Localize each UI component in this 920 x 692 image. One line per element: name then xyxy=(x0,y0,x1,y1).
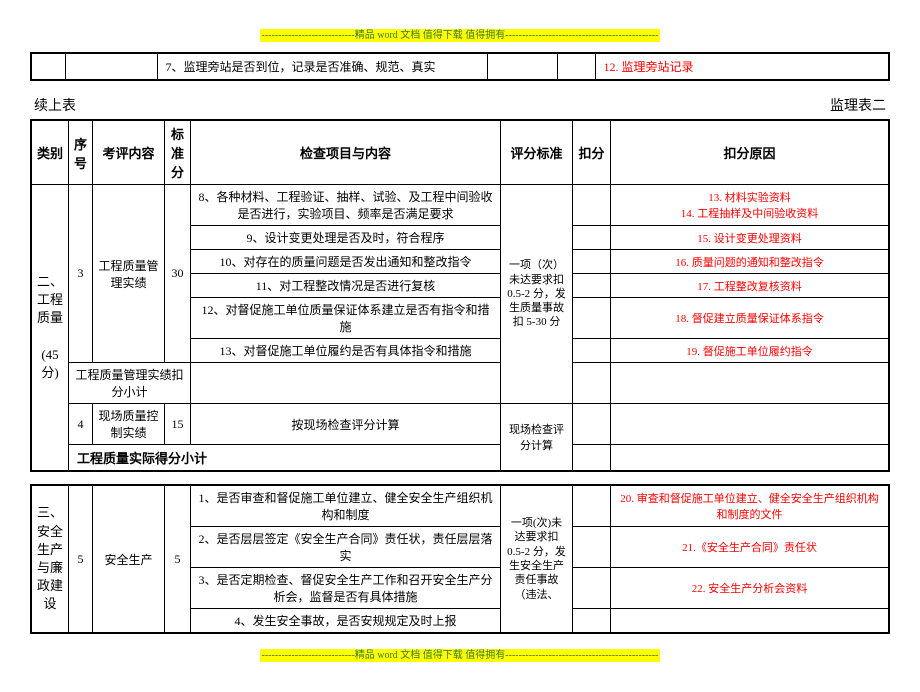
reason-9: 15. 设计变更处理资料 xyxy=(611,226,889,250)
kf-12 xyxy=(573,298,611,339)
subtotal-qm-kf xyxy=(573,363,611,404)
hdr-kf: 扣分 xyxy=(573,120,611,185)
hdr-reason: 扣分原因 xyxy=(611,120,889,185)
main-table-quality: 类别 序号 考评内容 标准分 检查项目与内容 评分标准 扣分 扣分原因 二、工程… xyxy=(30,119,890,472)
continue-label: 续上表 xyxy=(34,95,76,115)
top-continuation-table: 7、监理旁站是否到位，记录是否准确、规范、真实 12. 监理旁站记录 xyxy=(30,52,890,81)
item-site-check: 按现场检查评分计算 xyxy=(191,404,501,445)
top-cell-1 xyxy=(31,53,65,80)
top-cell-item: 7、监理旁站是否到位，记录是否准确、规范、真实 xyxy=(157,53,487,80)
header-banner: ----------------------------精品 word 文档 值… xyxy=(30,26,890,42)
sheet-label: 监理表二 xyxy=(830,95,886,115)
hdr-pf: 评分标准 xyxy=(501,120,573,185)
kf-9 xyxy=(573,226,611,250)
category-quality-text: 二、工程质量 xyxy=(37,274,63,325)
top-cell-4 xyxy=(487,53,557,80)
hdr-category: 类别 xyxy=(31,120,69,185)
seq-3: 3 xyxy=(69,185,93,363)
hdr-item: 检查项目与内容 xyxy=(191,120,501,185)
reason-8: 13. 材料实验资料 14. 工程抽样及中间验收资料 xyxy=(611,185,889,226)
safety-reason-2: 21.《安全生产合同》责任状 xyxy=(611,527,889,568)
subtotal-qm-item xyxy=(191,363,501,404)
kf-13 xyxy=(573,339,611,363)
subtotal-qm-reason xyxy=(611,363,889,404)
seq-5: 5 xyxy=(69,485,93,633)
kf-10 xyxy=(573,250,611,274)
safety-reason-4 xyxy=(611,609,889,634)
safety-reason-3: 22. 安全生产分析会资料 xyxy=(611,568,889,609)
subtotal-quality-mgmt: 工程质量管理实绩扣分小计 xyxy=(69,363,191,404)
top-cell-reason: 12. 监理旁站记录 xyxy=(595,53,889,80)
safety-kf-1 xyxy=(573,485,611,527)
reason-13: 19. 督促施工单位履约指令 xyxy=(611,339,889,363)
kf-11 xyxy=(573,274,611,298)
pf-safety: 一项(次)未达要求扣 0.5-2 分，发生安全生产责任事故（违法、 xyxy=(501,485,573,633)
safety-item-1: 1、是否审查和督促施工单位建立、健全安全生产组织机构和制度 xyxy=(191,485,501,527)
item-11: 11、对工程整改情况是否进行复核 xyxy=(191,274,501,298)
item-8: 8、各种材料、工程验证、抽样、试验、及工程中间验收是否进行，实验项目、频率是否满… xyxy=(191,185,501,226)
pf-quality: 一项（次）未达要求扣 0.5-2 分，发生质量事故扣 5-30 分 xyxy=(501,185,573,404)
safety-kf-2 xyxy=(573,527,611,568)
footer-banner: ----------------------------精品 word 文档 值… xyxy=(30,646,890,662)
reason-site xyxy=(611,404,889,445)
top-cell-2 xyxy=(65,53,157,80)
category-quality-score: (45 分) xyxy=(41,347,58,380)
top-cell-5 xyxy=(557,53,595,80)
category-safety: 三、安全生产与廉政建设 xyxy=(31,485,69,633)
std-15: 15 xyxy=(165,404,191,445)
hdr-std: 标准分 xyxy=(165,120,191,185)
main-table-safety: 三、安全生产与廉政建设 5 安全生产 5 1、是否审查和督促施工单位建立、健全安… xyxy=(30,484,890,634)
sub2-kf xyxy=(573,445,611,472)
item-9: 9、设计变更处理是否及时，符合程序 xyxy=(191,226,501,250)
category-quality: 二、工程质量 (45 分) xyxy=(31,185,69,472)
subtotal-quality-total: 工程质量实际得分小计 xyxy=(69,445,501,472)
reason-12: 18. 督促建立质量保证体系指令 xyxy=(611,298,889,339)
safety-kf-3 xyxy=(573,568,611,609)
kf-8 xyxy=(573,185,611,226)
safety-reason-1: 20. 审查和督促施工单位建立、健全安全生产组织机构和制度的文件 xyxy=(611,485,889,527)
safety-kf-4 xyxy=(573,609,611,634)
reason-10: 16. 质量问题的通知和整改指令 xyxy=(611,250,889,274)
std-5: 5 xyxy=(165,485,191,633)
sub2-reason xyxy=(611,445,889,472)
name-site-quality: 现场质量控制实绩 xyxy=(93,404,165,445)
banner-text: ----------------------------精品 word 文档 值… xyxy=(260,29,661,42)
pf-site: 现场检查评分计算 xyxy=(501,404,573,472)
item-10: 10、对存在的质量问题是否发出通知和整改指令 xyxy=(191,250,501,274)
name-quality-mgmt: 工程质量管理实绩 xyxy=(93,185,165,363)
hdr-seq: 序号 xyxy=(69,120,93,185)
kf-site xyxy=(573,404,611,445)
item-13: 13、对督促施工单位履约是否有具体指令和措施 xyxy=(191,339,501,363)
safety-item-3: 3、是否定期检查、督促安全生产工作和召开安全生产分析会，监督是否有具体措施 xyxy=(191,568,501,609)
hdr-name: 考评内容 xyxy=(93,120,165,185)
table-labels-row: 续上表 监理表二 xyxy=(34,95,886,115)
name-safety: 安全生产 xyxy=(93,485,165,633)
item-12: 12、对督促施工单位质量保证体系建立是否有指令和措施 xyxy=(191,298,501,339)
reason-11: 17. 工程整改复核资料 xyxy=(611,274,889,298)
safety-item-2: 2、是否层层签定《安全生产合同》责任状，责任层层落实 xyxy=(191,527,501,568)
std-30: 30 xyxy=(165,185,191,363)
safety-item-4: 4、发生安全事故，是否安规规定及时上报 xyxy=(191,609,501,634)
seq-4: 4 xyxy=(69,404,93,445)
